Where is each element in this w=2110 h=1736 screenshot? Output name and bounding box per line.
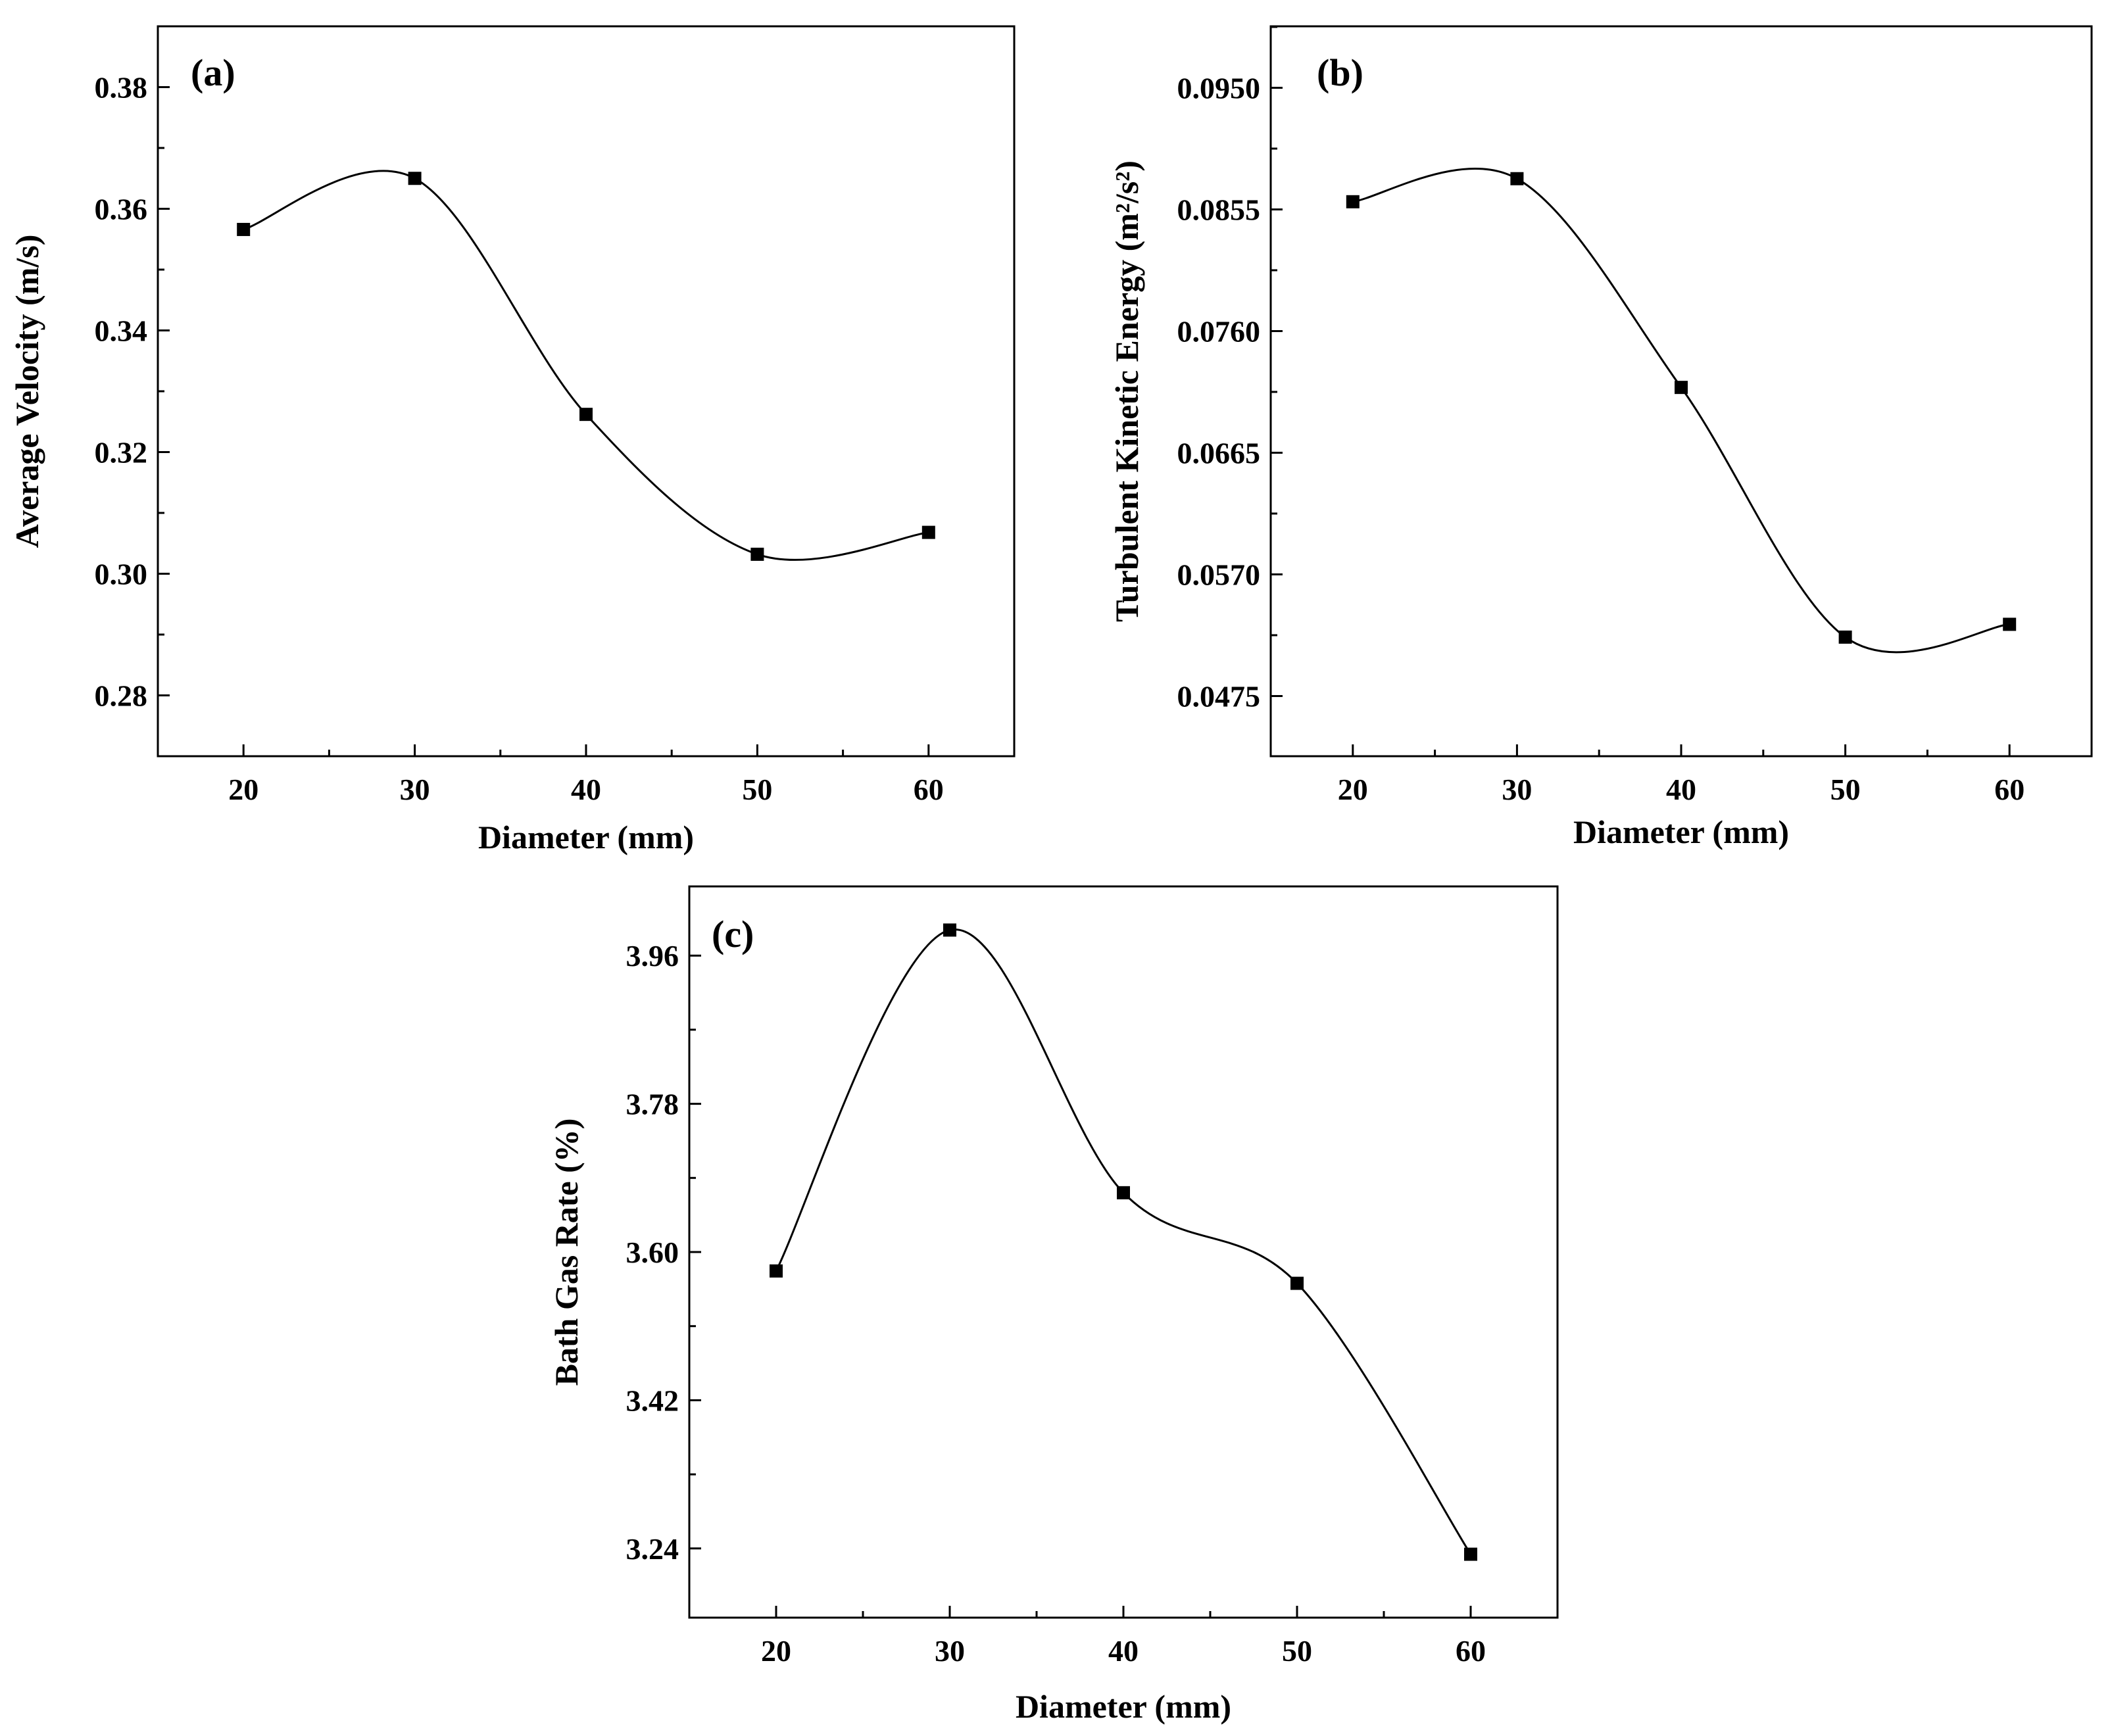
x-tick-label: 40 xyxy=(571,773,601,806)
y-axis-title: Average Velocity (m/s) xyxy=(9,235,45,548)
y-tick-label: 0.30 xyxy=(95,558,148,591)
x-tick-label: 30 xyxy=(1502,773,1532,806)
x-tick-label: 20 xyxy=(228,773,258,806)
data-point-marker xyxy=(921,525,935,539)
x-tick-label: 20 xyxy=(761,1634,791,1668)
data-point-marker xyxy=(237,222,251,236)
x-tick-label: 50 xyxy=(1282,1634,1312,1668)
y-tick-label: 0.0665 xyxy=(1177,436,1261,470)
x-tick-label: 20 xyxy=(1338,773,1368,806)
x-tick-label: 60 xyxy=(1456,1634,1486,1668)
data-point-marker xyxy=(1675,381,1688,395)
y-axis-title: Turbulent Kinetic Energy (m²/s²) xyxy=(1108,160,1145,622)
x-axis-title: Diameter (mm) xyxy=(1016,1688,1231,1725)
y-tick-label: 3.42 xyxy=(626,1384,679,1417)
y-tick-label: 3.60 xyxy=(626,1236,679,1269)
panel-label: (b) xyxy=(1317,51,1363,94)
data-point-marker xyxy=(1290,1276,1304,1290)
y-tick-label: 3.24 xyxy=(626,1532,679,1566)
y-tick-label: 0.0855 xyxy=(1177,193,1261,226)
y-tick-label: 0.32 xyxy=(95,436,148,470)
data-point-marker xyxy=(1346,195,1360,208)
y-tick-label: 3.96 xyxy=(626,939,679,973)
panel-c: 3.24 3.42 3.60 3.78 3.96 20 30 40 50 60 Diameter (… xyxy=(548,885,1559,1725)
x-tick-label: 30 xyxy=(400,773,430,806)
y-tick-label: 0.0950 xyxy=(1177,71,1261,105)
data-point-marker xyxy=(1117,1186,1130,1199)
data-point-marker xyxy=(1838,630,1852,644)
y-tick-label: 0.38 xyxy=(95,71,148,105)
panel-a: 0.28 0.30 0.32 0.34 0.36 0.38 20 30 40 50 60 Diamet… xyxy=(9,25,1016,856)
y-tick-label: 0.0760 xyxy=(1177,314,1261,348)
panel-b: 0.0475 0.0570 0.0665 0.0760 0.0855 0.0950 20 30… xyxy=(1108,25,2093,850)
data-point-marker xyxy=(1464,1547,1477,1561)
panel-label: (a) xyxy=(191,51,235,94)
y-tick-label: 3.78 xyxy=(626,1088,679,1121)
data-point-marker xyxy=(408,172,422,185)
x-axis-title: Diameter (mm) xyxy=(478,819,694,856)
data-point-marker xyxy=(2003,617,2017,631)
data-point-marker xyxy=(579,408,593,422)
y-tick-label: 0.0475 xyxy=(1177,679,1261,713)
panel-label: (c) xyxy=(712,913,754,955)
x-tick-label: 50 xyxy=(742,773,772,806)
x-tick-label: 40 xyxy=(1108,1634,1139,1668)
y-tick-label: 0.34 xyxy=(95,314,148,348)
data-point-marker xyxy=(943,923,956,937)
y-tick-label: 0.36 xyxy=(95,193,148,226)
data-point-marker xyxy=(750,547,764,561)
x-tick-label: 30 xyxy=(935,1634,965,1668)
x-tick-label: 60 xyxy=(1994,773,2024,806)
data-point-marker xyxy=(1510,172,1524,185)
series-line xyxy=(775,928,1472,1555)
series-line xyxy=(243,170,929,561)
data-point-marker xyxy=(770,1264,783,1278)
x-axis-title: Diameter (mm) xyxy=(1573,813,1789,850)
x-tick-label: 60 xyxy=(914,773,944,806)
x-tick-label: 40 xyxy=(1666,773,1696,806)
y-axis-title: Bath Gas Rate (%) xyxy=(548,1119,585,1386)
y-tick-label: 0.0570 xyxy=(1177,558,1261,591)
x-tick-label: 50 xyxy=(1830,773,1861,806)
y-tick-label: 0.28 xyxy=(95,679,148,713)
